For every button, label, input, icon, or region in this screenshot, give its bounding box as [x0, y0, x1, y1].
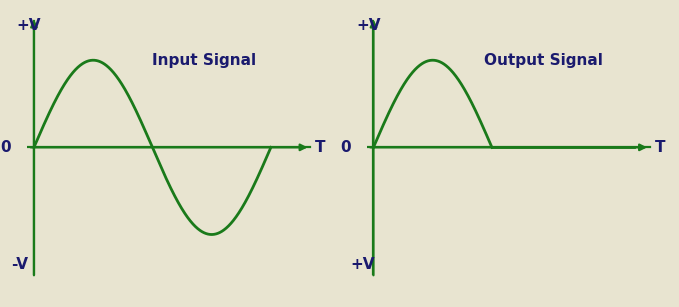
Text: Output Signal: Output Signal: [484, 53, 603, 68]
Text: 0: 0: [1, 140, 11, 155]
Text: T: T: [655, 140, 665, 155]
Text: Input Signal: Input Signal: [152, 53, 256, 68]
Text: -V: -V: [11, 257, 28, 272]
Text: T: T: [315, 140, 326, 155]
Text: +V: +V: [356, 18, 381, 33]
Text: +V: +V: [350, 257, 375, 272]
Text: 0: 0: [340, 140, 350, 155]
Text: +V: +V: [17, 18, 41, 33]
